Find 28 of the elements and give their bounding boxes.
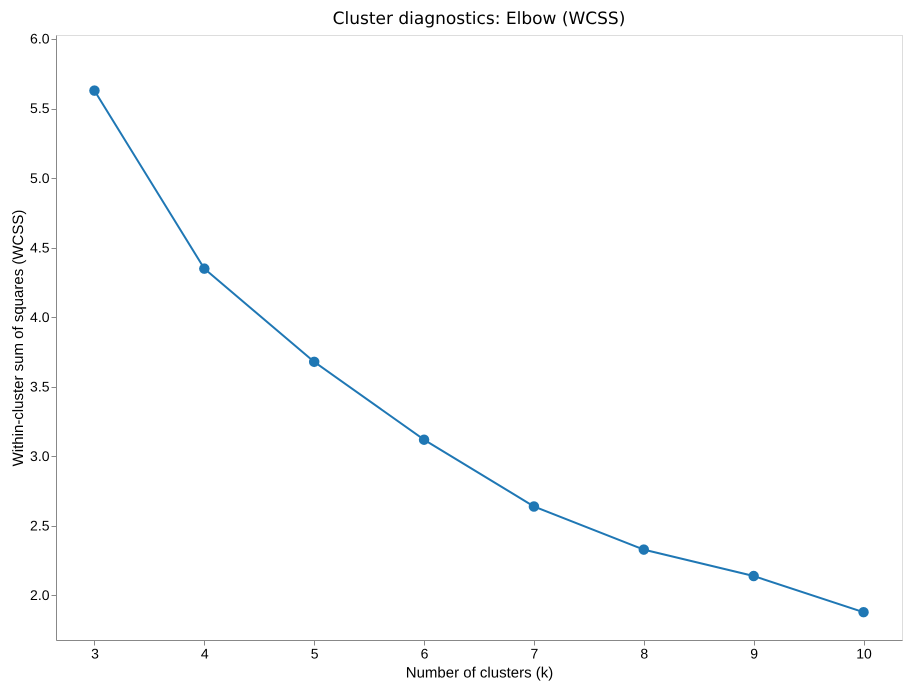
point [199, 263, 210, 274]
point [528, 501, 540, 512]
y-tick-label: 4.5 [30, 239, 50, 256]
point [308, 356, 320, 368]
x-axis-title: Number of clusters (k) [406, 664, 554, 682]
x-tick-label: 5 [310, 646, 319, 662]
y-tick-label: 4.0 [30, 308, 50, 325]
x-tick-label: 10 [856, 646, 872, 662]
y-axis-title: Within-cluster sum of squares (WCSS) [10, 210, 28, 466]
y-tick-label: 2.5 [30, 517, 50, 534]
x-tick-label: 6 [420, 646, 429, 662]
x-tick-label: 9 [750, 646, 758, 662]
y-tick-label: 3.5 [30, 378, 50, 394]
x-tick-label: 3 [91, 646, 100, 662]
point [638, 544, 650, 555]
x-tick-label: 7 [530, 646, 539, 662]
chart-title: Cluster diagnostics: Elbow (WCSS) [332, 9, 626, 30]
y-tick-label: 5.5 [30, 100, 50, 116]
x-tick-label: 4 [200, 646, 209, 662]
point [418, 434, 430, 445]
point [858, 606, 869, 618]
point [748, 570, 759, 582]
y-tick-label: 5.0 [30, 170, 50, 186]
y-tick-label: 2.0 [30, 586, 50, 603]
x-tick-label: 8 [640, 646, 648, 662]
point [89, 85, 100, 96]
y-tick-label: 6.0 [30, 30, 50, 47]
y-tick-label: 3.0 [30, 448, 50, 464]
